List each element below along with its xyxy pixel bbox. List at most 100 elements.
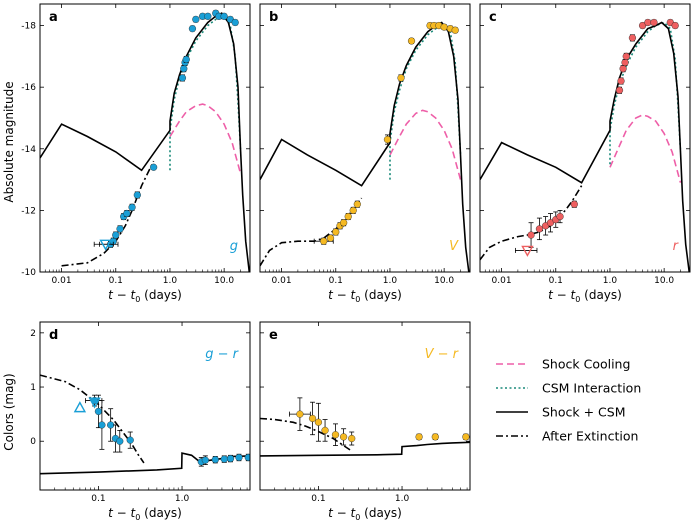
- panel-letter: d: [49, 328, 58, 343]
- x-label-subscript: 0: [135, 295, 140, 304]
- data-point: [383, 135, 392, 144]
- x-axis-label: t − t0 (days): [108, 288, 182, 304]
- upper-limit-point: [521, 245, 534, 257]
- x-tick-label: 0.1: [549, 276, 563, 286]
- plot-area-d: [40, 374, 250, 475]
- x-label-suffix: (days): [140, 506, 182, 520]
- data-point: [407, 37, 416, 45]
- data-point: [644, 18, 652, 27]
- x-tick-label: 1.0: [395, 494, 410, 504]
- data-point: [133, 191, 141, 199]
- x-label-prefix: t − t: [328, 506, 356, 520]
- data-point: [622, 52, 630, 60]
- data-point: [440, 23, 448, 31]
- x-tick-label: 0.01: [272, 276, 292, 286]
- bottom-ylabel: Colors (mag): [2, 373, 16, 450]
- band-label: r: [673, 239, 680, 254]
- plot-area-b: [260, 21, 470, 272]
- legend: Shock Cooling CSM Interaction Shock + CSM A…: [496, 357, 641, 444]
- series-csm-interaction: [389, 24, 462, 180]
- legend-label: CSM Interaction: [542, 381, 641, 396]
- data-point: [126, 436, 134, 444]
- data-point: [201, 456, 209, 464]
- x-label-suffix: (days): [360, 506, 402, 520]
- data-point: [128, 203, 136, 211]
- x-tick-label: 10.0: [654, 276, 674, 286]
- x-label-suffix: (days): [140, 288, 182, 302]
- data-point: [116, 225, 124, 233]
- axes-frame: [259, 3, 471, 273]
- y-tick-label: -18: [21, 22, 36, 32]
- panel-a: 0.01 0.1 1.0 10.0 -10 -12 -14 -16 -18 a g t − t0 (d…: [21, 3, 251, 304]
- data-point: [570, 200, 578, 208]
- legend-label: Shock Cooling: [542, 357, 630, 372]
- band-label: V: [449, 239, 459, 254]
- data-point: [235, 453, 243, 462]
- panel-letter: e: [269, 328, 278, 343]
- series-after-extinction: [40, 374, 145, 464]
- x-tick-label: 0.1: [329, 276, 343, 286]
- data-point: [98, 421, 106, 429]
- x-label-subscript: 0: [355, 295, 360, 304]
- data-point: [650, 18, 658, 27]
- data-point: [220, 12, 228, 20]
- data-point: [615, 86, 624, 94]
- y-tick-label: -10: [21, 268, 36, 278]
- series-shock-csm: [40, 452, 250, 475]
- data-point: [556, 212, 564, 221]
- panel-letter: b: [269, 10, 278, 25]
- data-point: [332, 228, 340, 236]
- panel-e: 0.1 1.0 e V − r t − t0 (days): [259, 321, 471, 520]
- series-shock-csm: [480, 21, 690, 272]
- data-point: [112, 231, 120, 239]
- series-shock-cooling: [169, 103, 242, 174]
- x-tick-label: 0.01: [52, 276, 72, 286]
- x-label-prefix: t − t: [548, 288, 576, 302]
- y-tick-label: -14: [21, 145, 36, 155]
- axes-frame: [39, 3, 251, 273]
- data-point: [344, 212, 352, 221]
- x-axis-label: t − t0 (days): [328, 288, 402, 304]
- x-tick-label: 0.1: [109, 276, 123, 286]
- x-tick-label: 0.1: [311, 494, 325, 504]
- data-point: [617, 77, 625, 85]
- x-tick-label: 10.0: [214, 276, 234, 286]
- data-point: [321, 426, 329, 434]
- series-shock-csm: [260, 21, 470, 272]
- x-tick-label: 1.0: [383, 276, 398, 286]
- y-tick-label: 2: [30, 329, 36, 339]
- data-point: [353, 200, 361, 208]
- data-point: [320, 237, 328, 245]
- data-point: [397, 74, 405, 82]
- x-tick-label: 1.0: [603, 276, 618, 286]
- data-point: [331, 431, 340, 439]
- x-tick-label: 0.01: [492, 276, 512, 286]
- data-point: [628, 34, 637, 42]
- data-point: [180, 65, 188, 73]
- x-axis-label: t − t0 (days): [548, 288, 622, 304]
- data-point: [527, 231, 535, 239]
- data-point: [415, 433, 423, 441]
- series-shock-cooling: [389, 109, 462, 180]
- series-after-extinction: [260, 417, 353, 452]
- x-label-prefix: t − t: [108, 506, 136, 520]
- panel-c: 0.01 0.1 1.0 10.0 c r t − t0 (days): [479, 3, 691, 304]
- data-point: [116, 437, 124, 445]
- data-point: [150, 163, 158, 171]
- panel-letter: a: [49, 10, 58, 25]
- data-point: [296, 410, 304, 418]
- data-point: [535, 225, 544, 233]
- data-point: [178, 74, 187, 82]
- series-shock-cooling: [609, 114, 682, 183]
- x-label-subscript: 0: [575, 295, 580, 304]
- panel-letter: c: [489, 10, 497, 25]
- series-after-extinction: [480, 185, 583, 261]
- axes-frame: [39, 321, 251, 491]
- legend-label: Shock + CSM: [542, 405, 625, 420]
- x-label-subscript: 0: [355, 513, 360, 520]
- data-point: [621, 58, 629, 67]
- data-point: [220, 455, 228, 463]
- legend-label: After Extinction: [542, 429, 638, 444]
- x-tick-label: 1.0: [175, 494, 190, 504]
